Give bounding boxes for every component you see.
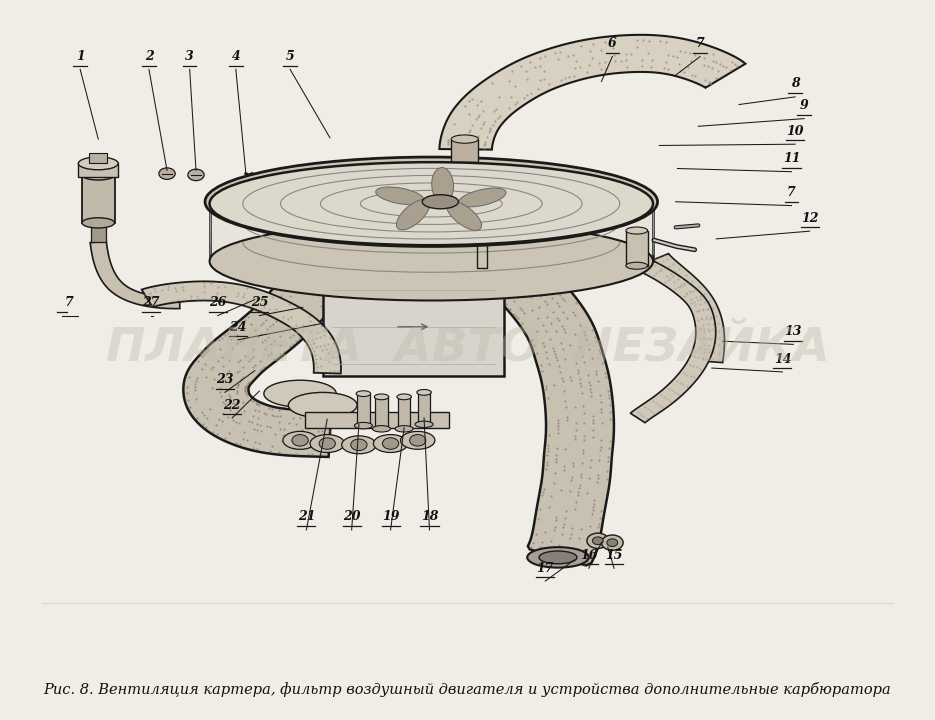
Text: 7: 7 bbox=[696, 37, 704, 50]
Bar bbox=[357, 394, 369, 426]
Text: 22: 22 bbox=[223, 399, 241, 412]
Text: 8: 8 bbox=[791, 78, 799, 91]
Ellipse shape bbox=[79, 157, 118, 170]
Text: ПЛАНЕТА  АВТО  НЕЗАЙКА: ПЛАНЕТА АВТО НЕЗАЙКА bbox=[106, 325, 829, 370]
Text: 12: 12 bbox=[801, 212, 818, 225]
Polygon shape bbox=[439, 35, 745, 150]
Ellipse shape bbox=[423, 194, 458, 209]
Ellipse shape bbox=[400, 431, 435, 449]
Text: 17: 17 bbox=[537, 562, 554, 575]
Bar bbox=[375, 397, 388, 429]
Ellipse shape bbox=[396, 199, 429, 230]
Text: 13: 13 bbox=[784, 325, 802, 338]
Ellipse shape bbox=[626, 262, 648, 269]
Ellipse shape bbox=[459, 188, 506, 207]
Polygon shape bbox=[142, 282, 341, 374]
Ellipse shape bbox=[396, 426, 413, 432]
Text: 20: 20 bbox=[343, 510, 360, 523]
Circle shape bbox=[319, 438, 336, 449]
Bar bbox=[82, 175, 115, 223]
Text: 11: 11 bbox=[783, 153, 800, 166]
Bar bbox=[323, 277, 504, 377]
Bar bbox=[305, 412, 450, 428]
Text: Рис. 8. Вентиляция картера, фильтр воздушный двигателя и устройства дополнительн: Рис. 8. Вентиляция картера, фильтр возду… bbox=[44, 683, 891, 697]
Ellipse shape bbox=[539, 551, 577, 564]
Ellipse shape bbox=[372, 426, 391, 432]
Ellipse shape bbox=[452, 135, 479, 143]
Ellipse shape bbox=[374, 394, 389, 400]
Ellipse shape bbox=[415, 421, 433, 428]
Ellipse shape bbox=[209, 162, 653, 246]
Ellipse shape bbox=[446, 201, 482, 230]
Bar bbox=[626, 230, 648, 266]
Text: 18: 18 bbox=[421, 510, 439, 523]
Ellipse shape bbox=[376, 187, 424, 204]
Circle shape bbox=[587, 533, 609, 549]
Ellipse shape bbox=[432, 168, 453, 203]
Polygon shape bbox=[647, 253, 725, 363]
Bar bbox=[91, 222, 106, 242]
Bar bbox=[209, 204, 653, 261]
Bar bbox=[452, 139, 479, 162]
Polygon shape bbox=[90, 241, 180, 309]
Circle shape bbox=[593, 537, 603, 544]
Ellipse shape bbox=[527, 547, 589, 567]
Text: 16: 16 bbox=[580, 549, 597, 562]
Text: 7: 7 bbox=[787, 186, 796, 199]
Text: 14: 14 bbox=[773, 353, 791, 366]
Ellipse shape bbox=[457, 139, 474, 159]
Text: 19: 19 bbox=[381, 510, 399, 523]
Text: 27: 27 bbox=[142, 296, 160, 309]
Text: 4: 4 bbox=[232, 50, 240, 63]
Ellipse shape bbox=[310, 435, 344, 452]
Text: 10: 10 bbox=[786, 125, 804, 138]
Circle shape bbox=[351, 439, 367, 451]
Text: 23: 23 bbox=[216, 373, 234, 386]
Text: 7: 7 bbox=[65, 296, 74, 309]
Bar bbox=[79, 163, 118, 177]
Ellipse shape bbox=[82, 170, 115, 180]
Ellipse shape bbox=[205, 157, 657, 246]
Circle shape bbox=[410, 435, 425, 446]
Circle shape bbox=[159, 168, 175, 179]
Text: 3: 3 bbox=[185, 50, 194, 63]
Text: 26: 26 bbox=[209, 296, 226, 309]
Text: 2: 2 bbox=[145, 50, 153, 63]
Ellipse shape bbox=[283, 431, 317, 449]
Circle shape bbox=[601, 535, 623, 550]
Ellipse shape bbox=[288, 392, 357, 418]
Text: 6: 6 bbox=[608, 37, 617, 50]
Circle shape bbox=[382, 438, 398, 449]
Text: 25: 25 bbox=[251, 296, 268, 309]
Ellipse shape bbox=[626, 227, 648, 234]
Ellipse shape bbox=[82, 217, 115, 228]
Text: 21: 21 bbox=[297, 510, 315, 523]
Circle shape bbox=[607, 539, 618, 546]
Text: 1: 1 bbox=[76, 50, 84, 63]
Ellipse shape bbox=[341, 436, 376, 454]
Text: 9: 9 bbox=[799, 99, 809, 112]
Polygon shape bbox=[469, 241, 614, 565]
Bar bbox=[89, 153, 108, 163]
Ellipse shape bbox=[373, 435, 408, 452]
Polygon shape bbox=[183, 240, 368, 457]
Polygon shape bbox=[630, 260, 716, 423]
Bar bbox=[418, 392, 430, 424]
Text: 5: 5 bbox=[286, 50, 295, 63]
Ellipse shape bbox=[209, 222, 653, 300]
Circle shape bbox=[188, 169, 204, 181]
Ellipse shape bbox=[397, 394, 411, 400]
Bar bbox=[397, 397, 410, 429]
Text: 24: 24 bbox=[229, 320, 247, 333]
Circle shape bbox=[292, 435, 309, 446]
Ellipse shape bbox=[356, 391, 370, 397]
Text: 15: 15 bbox=[605, 549, 623, 562]
Ellipse shape bbox=[354, 423, 372, 429]
Ellipse shape bbox=[417, 390, 431, 395]
Ellipse shape bbox=[264, 380, 337, 407]
